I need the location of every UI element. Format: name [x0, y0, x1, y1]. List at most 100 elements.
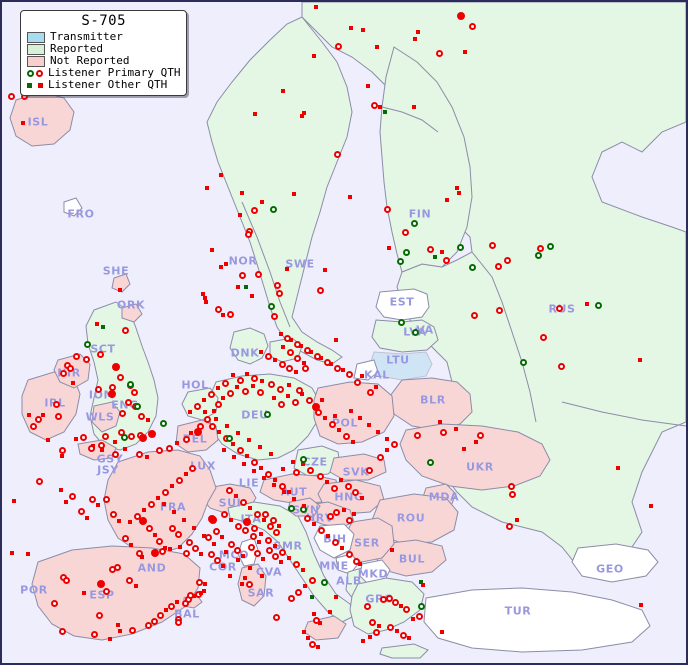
listener-other-qth-red-icon [231, 442, 235, 446]
listener-other-qth-green-icon [244, 285, 248, 289]
listener-primary-qth-red-icon [102, 587, 110, 595]
listener-primary-qth-red-icon [278, 360, 286, 368]
listener-primary-qth-red-icon [383, 205, 391, 213]
listener-primary-qth-red-icon [250, 524, 258, 532]
listener-other-qth-red-icon [292, 497, 296, 501]
listener-other-qth-red-icon [199, 591, 203, 595]
listener-primary-qth-green-icon [225, 434, 233, 442]
listener-primary-qth-red-icon [188, 464, 196, 472]
listener-other-qth-red-icon [245, 454, 249, 458]
country-label-ork: ORK [116, 298, 146, 312]
listener-primary-qth-red-icon [186, 591, 194, 599]
listener-primary-qth-red-icon [470, 311, 478, 319]
listener-other-qth-red-icon [399, 604, 403, 608]
listener-primary-qth-red-icon [250, 206, 258, 214]
listener-primary-qth-red-icon [494, 262, 502, 270]
listener-primary-qth-red-icon [399, 631, 407, 639]
listener-primary-qth-red-icon [66, 364, 74, 372]
listener-primary-qth-green-icon [263, 410, 271, 418]
listener-other-qth-red-icon [316, 645, 320, 649]
listener-other-qth-red-icon [294, 370, 298, 374]
listener-other-qth-red-icon [300, 114, 304, 118]
listener-other-qth-red-icon [145, 455, 149, 459]
listener-primary-qth-red-icon [147, 500, 155, 508]
listener-primary-qth-red-icon [59, 369, 67, 377]
listener-other-qth-red-icon [361, 28, 365, 32]
listener-other-qth-red-icon [387, 246, 391, 250]
listener-primary-qth-red-icon [207, 550, 215, 558]
listener-cluster-icon [108, 390, 116, 398]
country-label-ser: SER [354, 536, 380, 550]
listener-other-qth-red-icon [300, 392, 304, 396]
listener-other-qth-red-icon [342, 508, 346, 512]
listener-other-qth-red-icon [366, 84, 370, 88]
listener-other-qth-red-icon [292, 192, 296, 196]
listener-other-qth-red-icon [134, 584, 138, 588]
listener-primary-qth-red-icon [174, 618, 182, 626]
listener-other-qth-green-icon [433, 255, 437, 259]
listener-primary-qth-green-icon [267, 302, 275, 310]
listener-other-qth-red-icon [21, 121, 25, 125]
listener-primary-qth-green-icon [396, 257, 404, 265]
listener-primary-qth-red-icon [108, 383, 116, 391]
listener-other-qth-red-icon [440, 630, 444, 634]
listener-other-qth-red-icon [118, 288, 122, 292]
country-label-kal: KAL [364, 368, 390, 382]
listener-other-qth-red-icon [248, 506, 252, 510]
listener-primary-qth-green-icon [83, 340, 91, 348]
listener-other-qth-red-icon [242, 462, 246, 466]
listener-other-qth-red-icon [205, 186, 209, 190]
listener-primary-qth-red-icon [476, 431, 484, 439]
listener-primary-qth-red-icon [331, 538, 339, 546]
listener-other-qth-red-icon [178, 545, 182, 549]
listener-other-qth-red-icon [348, 195, 352, 199]
listener-primary-qth-red-icon [175, 476, 183, 484]
listener-primary-qth-red-icon [221, 379, 229, 387]
listener-primary-qth-red-icon [161, 488, 169, 496]
listener-primary-qth-red-icon [145, 524, 153, 532]
listener-primary-qth-red-icon [182, 435, 190, 443]
listener-primary-qth-red-icon [301, 364, 309, 372]
country-label-mkd: MKD [357, 567, 389, 581]
listener-primary-qth-red-icon [363, 602, 371, 610]
listener-primary-qth-red-icon [344, 482, 352, 490]
country-label-ltu: LTU [386, 353, 410, 367]
listener-other-qth-red-icon [377, 624, 381, 628]
listener-primary-qth-red-icon [505, 522, 513, 530]
listener-other-qth-red-icon [238, 213, 242, 217]
listener-other-qth-red-icon [192, 526, 196, 530]
listener-primary-qth-red-icon [249, 532, 257, 540]
listener-other-qth-red-icon [261, 557, 265, 561]
listener-other-qth-red-icon [367, 423, 371, 427]
listener-primary-qth-red-icon [135, 549, 143, 557]
listener-primary-qth-red-icon [250, 458, 258, 466]
listener-other-qth-red-icon [358, 562, 362, 566]
listener-primary-qth-red-icon [72, 352, 80, 360]
listener-primary-qth-red-icon [238, 271, 246, 279]
listener-other-qth-red-icon [203, 410, 207, 414]
listener-primary-qth-red-icon [245, 580, 253, 588]
listener-primary-qth-red-icon [426, 245, 434, 253]
country-label-bul: BUL [398, 552, 426, 566]
country-label-hol: HOL [181, 378, 209, 392]
listener-other-qth-green-icon [383, 110, 387, 114]
listener-primary-qth-red-icon [308, 640, 316, 648]
listener-other-qth-red-icon [118, 629, 122, 633]
listener-primary-qth-green-icon [410, 219, 418, 227]
country-label-she: SHE [102, 264, 130, 278]
listener-other-qth-red-icon [168, 547, 172, 551]
listener-primary-qth-red-icon [250, 374, 258, 382]
listener-other-qth-red-icon [638, 358, 642, 362]
listener-other-qth-red-icon [100, 448, 104, 452]
listener-primary-qth-red-icon [116, 373, 124, 381]
legend-marker-red-icon [38, 82, 43, 88]
listener-primary-qth-red-icon [239, 498, 247, 506]
listener-primary-qth-red-icon [264, 470, 272, 478]
listener-other-qth-red-icon [10, 551, 14, 555]
listener-primary-qth-red-icon [241, 387, 249, 395]
country-label-alb: ALB [336, 574, 362, 588]
listener-other-qth-red-icon [142, 508, 146, 512]
legend-item-listener-primary-qth: Listener Primary QTH [27, 67, 180, 79]
listener-other-qth-red-icon [229, 518, 233, 522]
listener-other-qth-red-icon [358, 416, 362, 420]
